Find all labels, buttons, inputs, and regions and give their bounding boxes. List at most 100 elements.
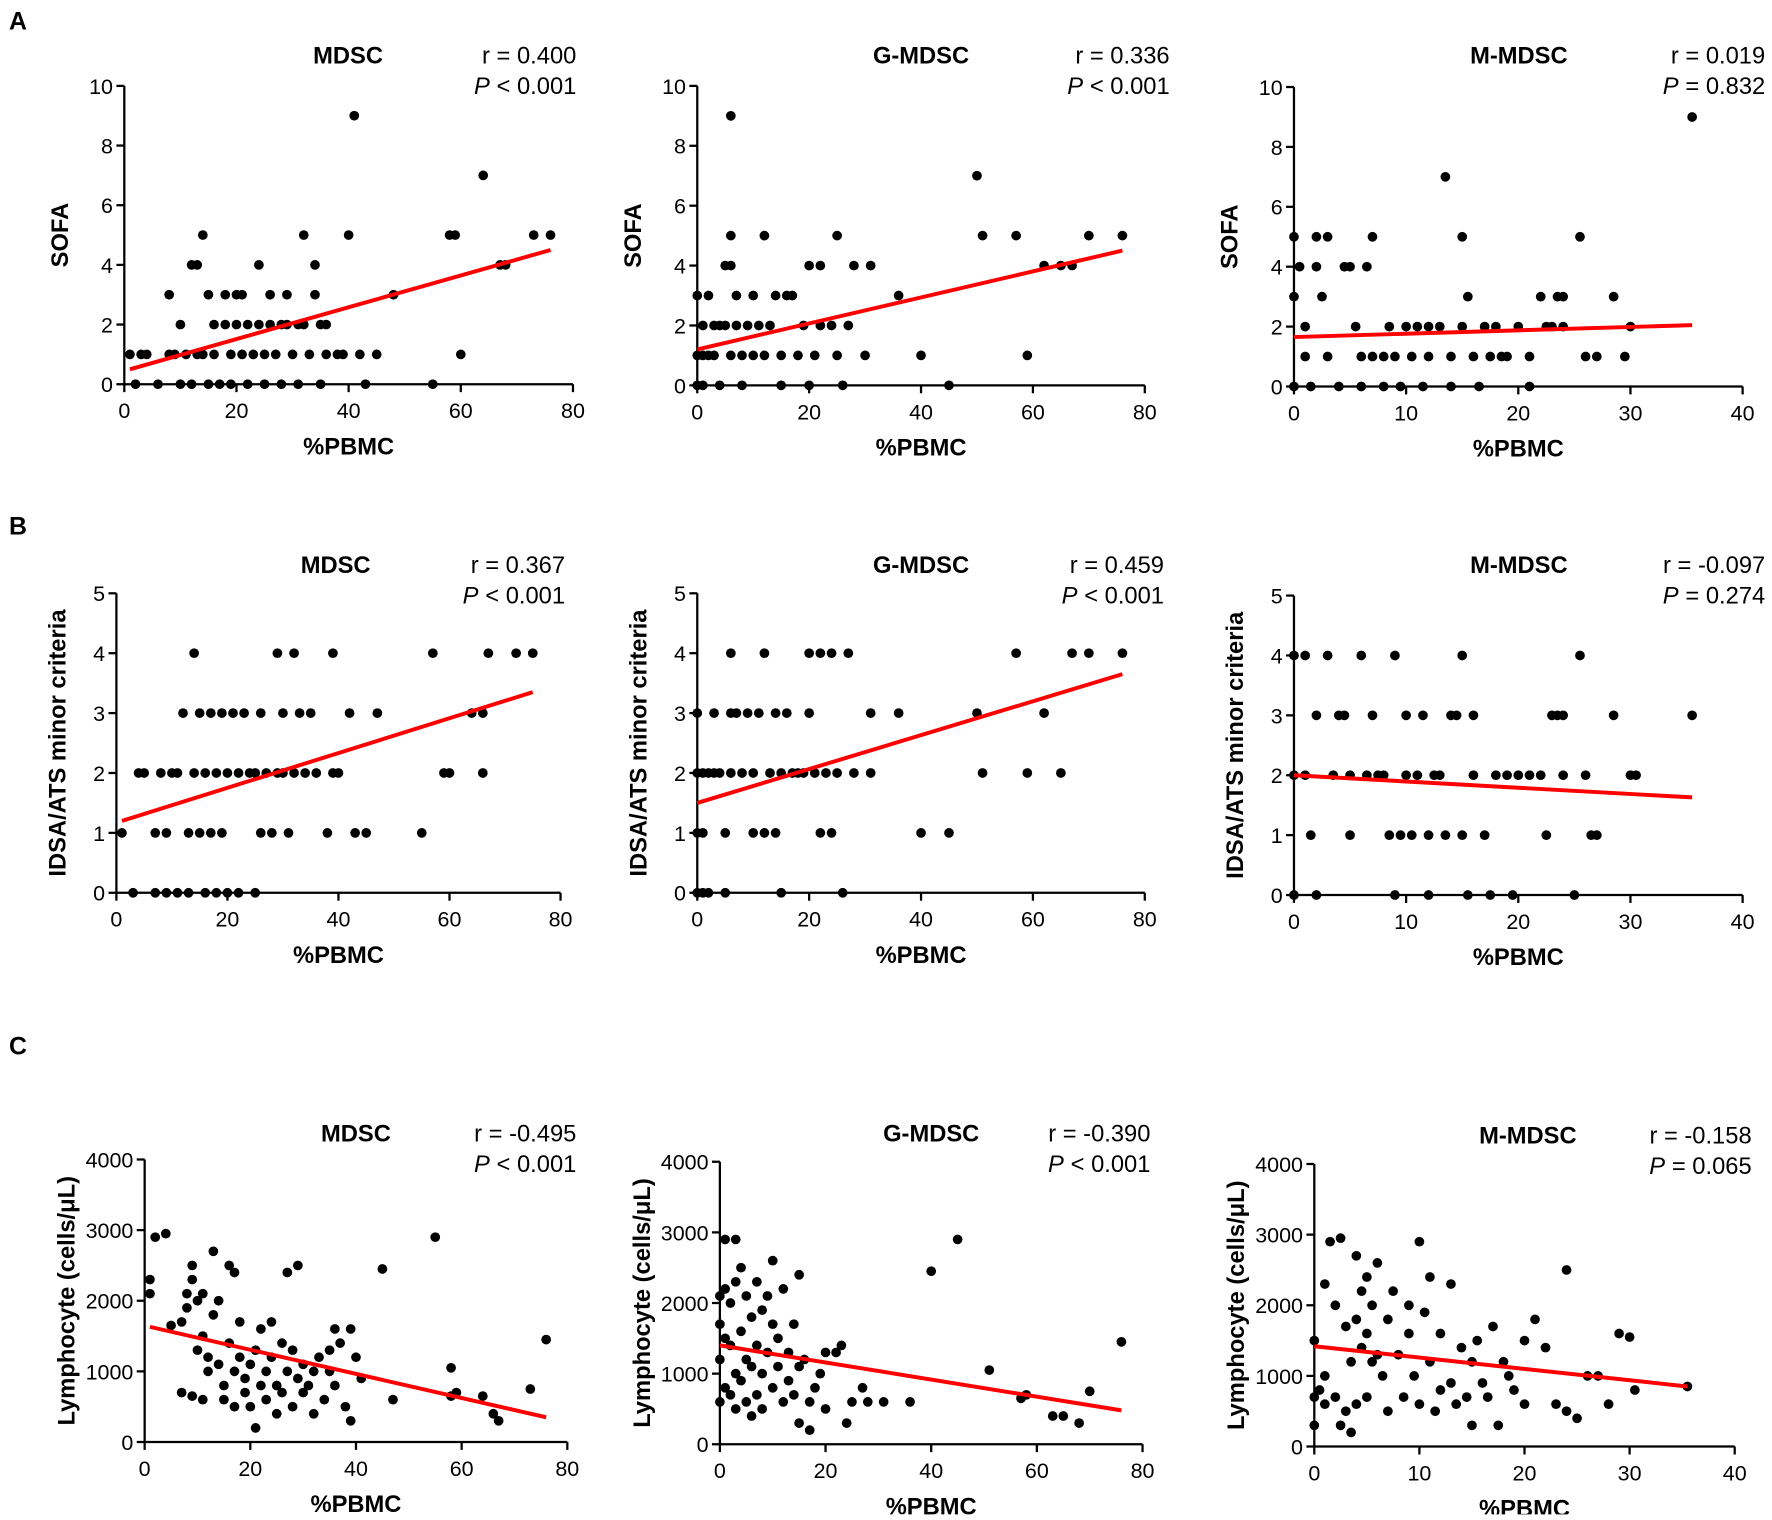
data-point [450,230,461,240]
data-point [329,1324,340,1334]
data-point [178,708,188,718]
data-point [698,320,708,331]
data-point [1502,770,1512,781]
data-point [205,708,216,718]
data-point [242,319,253,330]
data-point [211,768,222,778]
y-tick-label: 6 [674,195,686,219]
data-point [1011,648,1021,659]
data-point [698,828,708,838]
data-point [1401,321,1411,332]
data-point [815,260,826,271]
data-point [1300,650,1311,661]
data-point [219,1394,229,1405]
data-point [731,290,742,301]
data-point [757,1305,767,1315]
data-point [1311,710,1322,721]
data-point [1345,261,1355,272]
data-point [245,1401,256,1412]
data-point [186,379,197,390]
data-point [1687,112,1698,122]
data-point [541,1334,552,1345]
data-point [117,828,127,838]
data-point [1530,1314,1540,1325]
data-point [1591,830,1602,841]
data-point [416,828,427,838]
data-point [213,1359,224,1370]
data-point [446,1362,456,1373]
data-point [351,1352,361,1363]
y-tick-label: 2000 [86,1290,134,1314]
data-point [176,1317,187,1327]
data-point [1022,350,1033,361]
data-point [1451,710,1462,721]
data-point [1608,291,1619,302]
p-value: P < 0.001 [474,74,576,100]
correlation-r: r = 0.459 [1070,553,1164,579]
data-point [742,320,753,331]
data-point [820,1404,831,1414]
data-point [720,828,731,838]
data-point [720,1382,731,1393]
chart-title: MDSC [313,43,383,69]
data-point [197,349,208,360]
data-point [1011,230,1021,241]
data-point [1485,890,1496,900]
x-axis-label: %PBMC [1473,945,1564,971]
data-point [1434,770,1445,781]
data-point [192,1295,203,1306]
data-point [820,1347,831,1358]
x-tick-label: 20 [1506,401,1530,425]
y-tick-label: 8 [674,135,686,159]
data-point [343,230,354,240]
data-point [220,289,231,300]
data-point [1404,1300,1414,1311]
data-point [725,1389,736,1400]
y-tick-label: 10 [1259,76,1283,100]
data-point [878,1397,889,1407]
data-point [741,1291,752,1301]
correlation-r: r = -0.495 [474,1121,576,1147]
data-point [1383,1314,1393,1325]
x-axis-label: %PBMC [886,1494,977,1514]
data-point [725,768,736,778]
regression-line [696,672,1123,805]
data-point [1619,351,1630,362]
data-point [809,768,820,778]
data-point [197,230,208,240]
x-tick-label: 30 [1618,1461,1642,1485]
y-tick-label: 1000 [86,1360,134,1384]
data-point [831,1347,841,1358]
x-tick-label: 30 [1619,910,1643,934]
data-point [746,1361,757,1372]
data-point [192,1345,203,1356]
data-point [972,170,982,181]
y-tick-label: 8 [101,134,113,158]
data-point [254,260,264,270]
data-point [229,1401,240,1412]
data-point [161,887,172,898]
data-point [1456,1342,1467,1353]
data-point [1390,890,1400,900]
data-point [793,350,803,361]
data-point [164,289,175,300]
data-point [1468,770,1479,781]
data-point [1551,1399,1561,1410]
x-axis-label: %PBMC [1473,437,1564,463]
data-point [1493,1420,1504,1431]
y-tick-label: 2 [93,762,105,786]
data-point [1629,1385,1640,1395]
data-point [245,1359,256,1370]
data-point [776,887,787,898]
data-point [1401,770,1411,781]
data-point [765,320,775,331]
x-tick-label: 10 [1394,910,1418,934]
data-point [338,349,348,360]
y-tick-label: 3000 [1255,1224,1303,1248]
data-point [1300,321,1311,332]
data-point [731,320,742,331]
data-point [1479,830,1490,841]
data-point [794,1361,804,1372]
y-tick-label: 2 [674,314,686,338]
data-point [125,349,135,360]
